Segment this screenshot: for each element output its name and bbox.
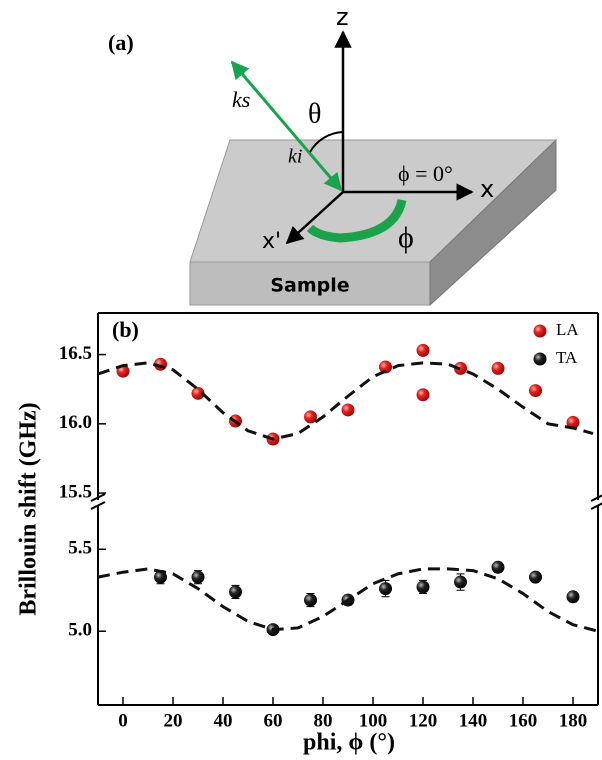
panel-label: (a) xyxy=(108,30,134,55)
axis-break xyxy=(90,501,106,510)
x-prime-axis xyxy=(285,191,344,245)
data-point xyxy=(416,343,430,357)
data-point xyxy=(341,403,355,417)
data-point xyxy=(379,360,392,374)
y-tick-label: 16.0 xyxy=(59,412,92,433)
diagram: (a) z x x' ks ki θ ϕ = 0° ϕ Sample xyxy=(108,3,558,307)
theta-arc xyxy=(309,131,344,153)
legend-label: LA xyxy=(556,320,579,339)
y-axis-label: Brillouin shift (GHz) xyxy=(16,402,42,615)
angle-label: ϕ xyxy=(398,221,414,254)
legend-label: TA xyxy=(556,348,578,367)
data-point xyxy=(379,582,392,596)
sample-label: Sample xyxy=(270,275,349,297)
data-point xyxy=(191,386,205,400)
x-tick-label: 0 xyxy=(118,710,128,731)
axis-break xyxy=(590,502,602,510)
legend-marker xyxy=(533,324,547,338)
panel-label: (b) xyxy=(112,317,139,342)
wave-vector xyxy=(230,60,343,192)
angle-label: θ xyxy=(308,98,321,129)
x-tick-label: 60 xyxy=(264,710,283,731)
data-point xyxy=(304,593,317,607)
legend-marker xyxy=(533,352,547,366)
x-tick-label: 100 xyxy=(359,710,388,731)
axis-label: x' xyxy=(262,229,281,254)
phi-arc xyxy=(306,198,407,243)
x-tick-label: 120 xyxy=(409,710,438,731)
y-tick-label: 5.5 xyxy=(68,538,92,559)
x-axis-label: phi, ϕ (°) xyxy=(303,730,395,756)
fit-line xyxy=(97,567,599,633)
plot: (b) phi, ϕ (°) Brillouin shift (GHz) 0 20… xyxy=(16,312,602,756)
data-point xyxy=(229,585,242,599)
vector-label: ki xyxy=(288,146,302,168)
sample-side xyxy=(429,138,557,307)
data-point xyxy=(529,384,542,398)
y-tick-label: 5.0 xyxy=(68,620,92,641)
data-point xyxy=(416,580,430,594)
x-tick-label: 140 xyxy=(459,710,488,731)
data-point xyxy=(191,570,205,584)
data-point xyxy=(566,415,580,429)
x-tick-label: 180 xyxy=(559,710,588,731)
data-point xyxy=(491,560,505,574)
data-point xyxy=(491,361,505,375)
data-point xyxy=(304,410,317,424)
data-point xyxy=(566,590,580,604)
axis-break xyxy=(90,493,106,502)
y-tick-label: 15.5 xyxy=(59,481,92,502)
x-tick-label: 160 xyxy=(509,710,538,731)
fit-line xyxy=(97,361,594,441)
axis-label: x xyxy=(480,175,494,203)
x-tick-label: 40 xyxy=(214,710,233,731)
axis-break xyxy=(590,494,602,502)
data-point xyxy=(529,570,542,584)
data-point xyxy=(154,570,167,584)
data-point xyxy=(454,361,467,375)
data-point xyxy=(454,575,467,589)
x-tick-label: 80 xyxy=(314,710,333,731)
angle-label: ϕ = 0° xyxy=(398,161,453,186)
vector-label: ks xyxy=(232,87,250,112)
data-point xyxy=(416,388,430,402)
x-tick-label: 20 xyxy=(164,710,183,731)
axis-label: z xyxy=(336,3,349,31)
y-tick-label: 16.5 xyxy=(59,343,92,364)
